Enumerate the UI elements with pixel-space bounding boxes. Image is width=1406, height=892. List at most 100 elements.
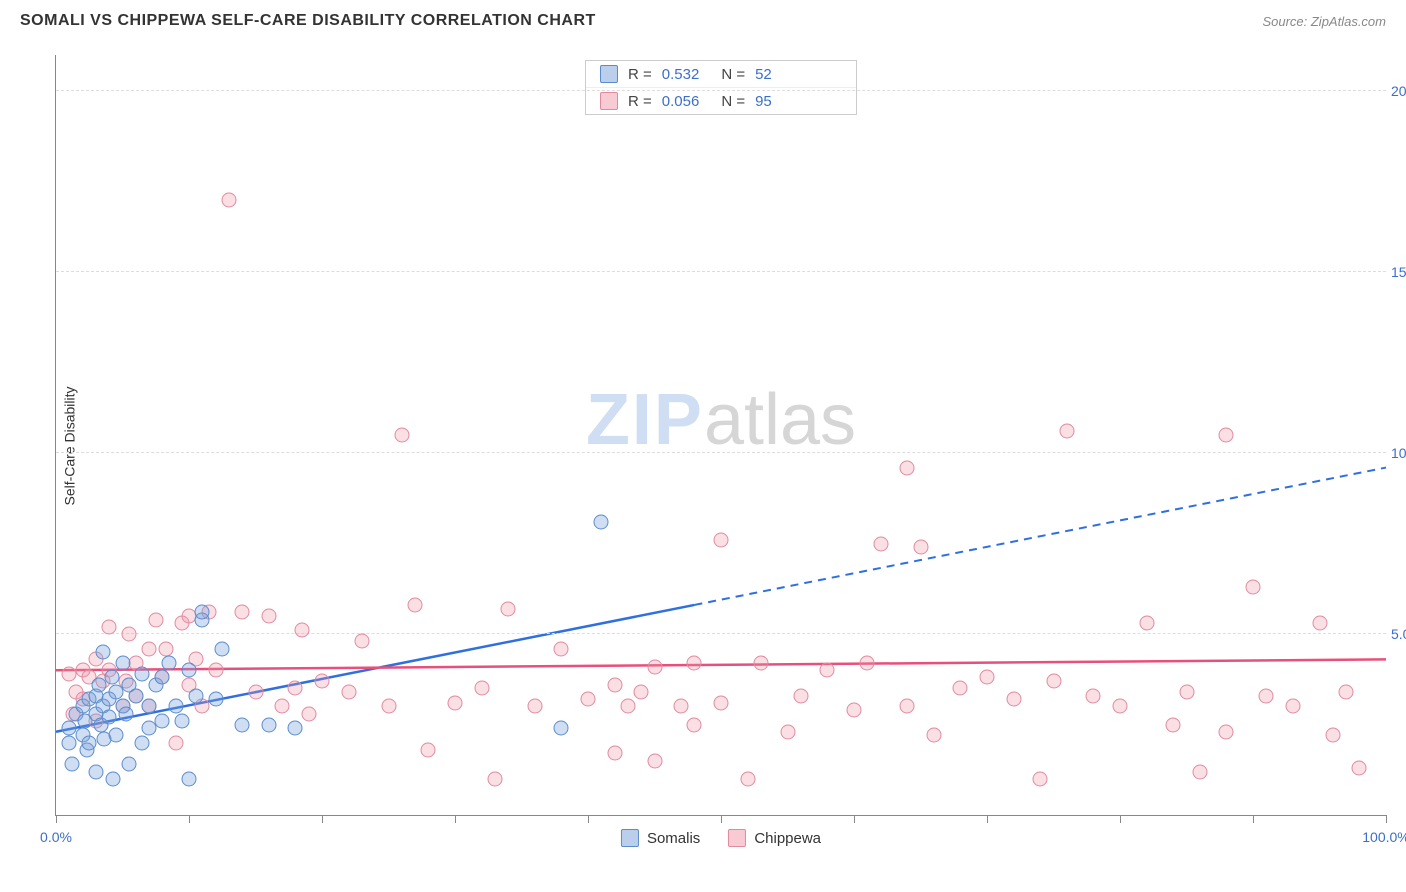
scatter-point <box>1033 771 1048 786</box>
source-prefix: Source: <box>1262 14 1310 29</box>
plot-area: ZIPatlas R = 0.532 N = 52 R = 0.056 N = … <box>55 55 1386 816</box>
scatter-point <box>1312 616 1327 631</box>
y-tick-label: 5.0% <box>1391 626 1406 642</box>
scatter-point <box>208 663 223 678</box>
x-tick <box>1120 815 1121 823</box>
x-tick <box>322 815 323 823</box>
n-label: N = <box>721 93 745 110</box>
scatter-point <box>474 681 489 696</box>
scatter-point <box>215 641 230 656</box>
scatter-point <box>135 735 150 750</box>
scatter-point <box>926 728 941 743</box>
scatter-point <box>740 771 755 786</box>
scatter-point <box>315 674 330 689</box>
scatter-point <box>1166 717 1181 732</box>
x-tick <box>189 815 190 823</box>
scatter-point <box>115 656 130 671</box>
scatter-point <box>953 681 968 696</box>
scatter-point <box>155 713 170 728</box>
scatter-point <box>1352 760 1367 775</box>
trend-line-solid <box>56 659 1386 670</box>
scatter-point <box>554 641 569 656</box>
scatter-point <box>275 699 290 714</box>
scatter-point <box>634 684 649 699</box>
scatter-point <box>119 706 134 721</box>
scatter-point <box>148 612 163 627</box>
legend-item-chippewa: Chippewa <box>728 829 821 847</box>
scatter-point <box>581 692 596 707</box>
scatter-point <box>1246 580 1261 595</box>
scatter-point <box>128 688 143 703</box>
y-tick-label: 15.0% <box>1391 264 1406 280</box>
swatch-chippewa <box>600 92 618 110</box>
scatter-point <box>1259 688 1274 703</box>
watermark-atlas: atlas <box>704 380 856 460</box>
x-tick <box>1253 815 1254 823</box>
r-value-2: 0.056 <box>662 93 700 110</box>
scatter-point <box>487 771 502 786</box>
scatter-point <box>860 656 875 671</box>
r-value-1: 0.532 <box>662 66 700 83</box>
watermark-zip: ZIP <box>586 380 704 460</box>
scatter-point <box>261 608 276 623</box>
scatter-point <box>408 598 423 613</box>
scatter-point <box>1059 424 1074 439</box>
scatter-point <box>102 619 117 634</box>
r-label: R = <box>628 93 652 110</box>
scatter-point <box>235 717 250 732</box>
source-attribution: Source: ZipAtlas.com <box>1262 14 1386 29</box>
scatter-point <box>188 688 203 703</box>
scatter-point <box>295 623 310 638</box>
x-tick-label: 0.0% <box>40 829 72 845</box>
scatter-point <box>607 746 622 761</box>
r-label: R = <box>628 66 652 83</box>
gridline-h <box>56 90 1386 91</box>
series-legend: Somalis Chippewa <box>621 829 821 847</box>
trend-line-dashed <box>694 468 1386 605</box>
scatter-point <box>780 724 795 739</box>
scatter-point <box>1139 616 1154 631</box>
x-tick <box>56 815 57 823</box>
scatter-point <box>1006 692 1021 707</box>
scatter-point <box>1339 684 1354 699</box>
scatter-point <box>620 699 635 714</box>
swatch-somalis <box>621 829 639 847</box>
n-value-2: 95 <box>755 93 772 110</box>
scatter-point <box>155 670 170 685</box>
scatter-point <box>159 641 174 656</box>
scatter-point <box>248 684 263 699</box>
y-tick-label: 10.0% <box>1391 445 1406 461</box>
scatter-point <box>208 692 223 707</box>
scatter-point <box>301 706 316 721</box>
scatter-point <box>82 735 97 750</box>
scatter-point <box>594 514 609 529</box>
scatter-point <box>381 699 396 714</box>
x-tick <box>721 815 722 823</box>
x-tick <box>588 815 589 823</box>
scatter-point <box>288 721 303 736</box>
scatter-point <box>1325 728 1340 743</box>
scatter-point <box>714 532 729 547</box>
scatter-point <box>900 699 915 714</box>
scatter-point <box>873 536 888 551</box>
y-tick-label: 20.0% <box>1391 83 1406 99</box>
scatter-point <box>1219 428 1234 443</box>
scatter-point <box>554 721 569 736</box>
scatter-point <box>1192 764 1207 779</box>
scatter-point <box>421 742 436 757</box>
scatter-point <box>501 601 516 616</box>
correlation-legend: R = 0.532 N = 52 R = 0.056 N = 95 <box>585 60 857 115</box>
gridline-h <box>56 452 1386 453</box>
source-name: ZipAtlas.com <box>1311 14 1386 29</box>
scatter-point <box>95 645 110 660</box>
scatter-point <box>1086 688 1101 703</box>
scatter-point <box>913 540 928 555</box>
scatter-point <box>122 757 137 772</box>
scatter-point <box>108 728 123 743</box>
x-tick <box>1386 815 1387 823</box>
chart-header: SOMALI VS CHIPPEWA SELF-CARE DISABILITY … <box>20 12 1386 30</box>
scatter-point <box>607 677 622 692</box>
gridline-h <box>56 633 1386 634</box>
scatter-point <box>88 764 103 779</box>
scatter-point <box>714 695 729 710</box>
